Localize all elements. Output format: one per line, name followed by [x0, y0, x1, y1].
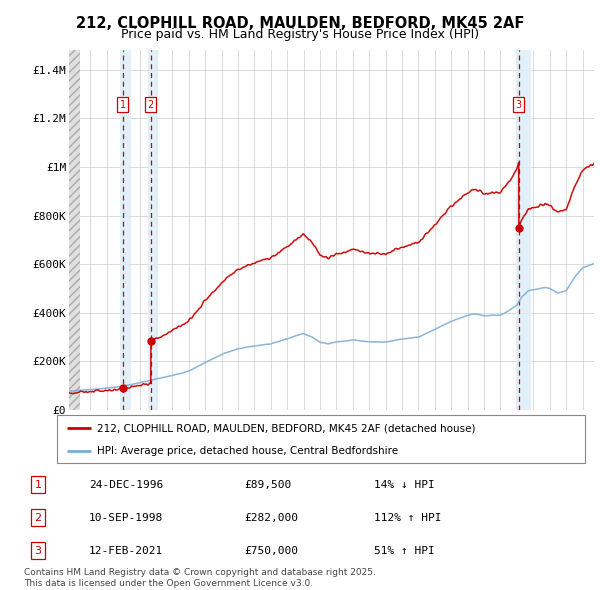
Text: 3: 3 [35, 546, 41, 556]
Text: 24-DEC-1996: 24-DEC-1996 [89, 480, 163, 490]
Text: 212, CLOPHILL ROAD, MAULDEN, BEDFORD, MK45 2AF: 212, CLOPHILL ROAD, MAULDEN, BEDFORD, MK… [76, 16, 524, 31]
Text: 112% ↑ HPI: 112% ↑ HPI [374, 513, 441, 523]
Text: £750,000: £750,000 [244, 546, 298, 556]
Text: 2: 2 [35, 513, 41, 523]
Text: 3: 3 [516, 100, 522, 110]
Text: Contains HM Land Registry data © Crown copyright and database right 2025.
This d: Contains HM Land Registry data © Crown c… [24, 568, 376, 588]
Text: 212, CLOPHILL ROAD, MAULDEN, BEDFORD, MK45 2AF (detached house): 212, CLOPHILL ROAD, MAULDEN, BEDFORD, MK… [97, 423, 475, 433]
Text: 1: 1 [35, 480, 41, 490]
Text: Price paid vs. HM Land Registry's House Price Index (HPI): Price paid vs. HM Land Registry's House … [121, 28, 479, 41]
Text: £89,500: £89,500 [244, 480, 291, 490]
Text: £282,000: £282,000 [244, 513, 298, 523]
Bar [69, 50, 80, 410]
FancyBboxPatch shape [57, 415, 585, 463]
Text: 10-SEP-1998: 10-SEP-1998 [89, 513, 163, 523]
Text: 14% ↓ HPI: 14% ↓ HPI [374, 480, 434, 490]
Bar [148, 50, 158, 410]
Bar [119, 50, 131, 410]
Text: HPI: Average price, detached house, Central Bedfordshire: HPI: Average price, detached house, Cent… [97, 445, 398, 455]
Bar [516, 50, 531, 410]
Text: 51% ↑ HPI: 51% ↑ HPI [374, 546, 434, 556]
Text: 1: 1 [120, 100, 126, 110]
Text: 12-FEB-2021: 12-FEB-2021 [89, 546, 163, 556]
Text: 2: 2 [148, 100, 154, 110]
